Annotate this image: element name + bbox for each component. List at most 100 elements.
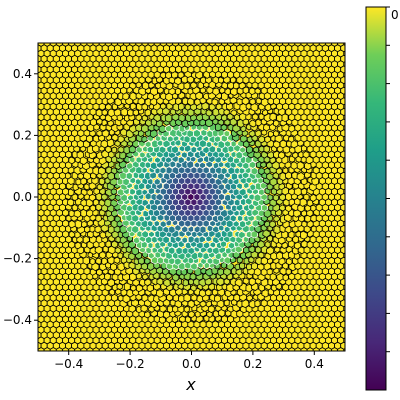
voronoi-cell [347, 257, 353, 264]
voronoi-cell [347, 278, 353, 285]
voronoi-cell [95, 257, 102, 265]
voronoi-cell [217, 268, 225, 276]
voronoi-cell [135, 156, 142, 164]
voronoi-cell [263, 145, 271, 153]
y-tick-label: −0.4 [3, 313, 32, 327]
voronoi-cell [38, 157, 39, 162]
x-tick-label: −0.2 [116, 357, 145, 371]
voronoi-cell [224, 193, 231, 202]
voronoi-cell [41, 353, 47, 360]
voronoi-cell [105, 166, 113, 175]
voronoi-cell [223, 130, 230, 138]
voronoi-cell [114, 246, 122, 254]
voronoi-cell [183, 305, 190, 313]
voronoi-cell [98, 177, 106, 186]
voronoi-cell [347, 162, 353, 169]
voronoi-cell [347, 332, 353, 339]
voronoi-cell [101, 108, 109, 116]
voronoi-cell [213, 294, 222, 303]
voronoi-cell [278, 204, 286, 212]
voronoi-cell [128, 240, 136, 249]
voronoi-cell [264, 241, 271, 249]
voronoi-cell [347, 55, 353, 62]
voronoi-cell [347, 204, 353, 211]
x-tick-label: 0.4 [305, 357, 324, 371]
voronoi-cell [205, 267, 213, 277]
voronoi-cell [38, 178, 39, 184]
voronoi-cell [143, 311, 151, 319]
voronoi-cell [347, 225, 353, 232]
voronoi-cell [233, 81, 240, 90]
voronoi-cell [347, 310, 353, 317]
voronoi-cell [38, 316, 39, 322]
voronoi-cell [347, 151, 353, 158]
voronoi-cell [135, 272, 143, 280]
voronoi-cell [347, 215, 353, 222]
voronoi-cell [95, 214, 102, 223]
voronoi-cell [145, 353, 151, 360]
voronoi-cell [266, 246, 275, 255]
voronoi-cell [310, 204, 317, 212]
voronoi-cell [35, 353, 41, 360]
voronoi-cell [29, 172, 35, 179]
voronoi-cell [218, 353, 224, 360]
voronoi-cell [90, 353, 96, 360]
voronoi-cell [81, 220, 88, 228]
voronoi-cell [147, 220, 154, 228]
voronoi-cell [236, 256, 243, 264]
voronoi-cell [190, 294, 198, 302]
voronoi-cell [211, 98, 219, 106]
voronoi-cell [38, 306, 39, 311]
voronoi-cell [29, 342, 35, 349]
voronoi-cell [29, 268, 35, 275]
voronoi-cell [29, 353, 35, 360]
voronoi-cell [38, 51, 39, 56]
voronoi-cell [163, 278, 171, 288]
voronoi-cell [38, 231, 39, 237]
voronoi-cell [199, 225, 207, 234]
voronoi-cell [38, 93, 39, 99]
voronoi-cell [127, 108, 134, 117]
voronoi-cell [347, 108, 353, 115]
voronoi-cell [237, 214, 244, 222]
voronoi-cell [287, 135, 295, 143]
voronoi-cell [29, 278, 35, 285]
voronoi-cell [269, 220, 277, 229]
voronoi-cell [111, 146, 118, 154]
x-axis: −0.4 −0.2 0.0 0.2 0.4 [54, 351, 324, 371]
voronoi-cell [114, 215, 121, 223]
voronoi-cell [168, 246, 176, 255]
voronoi-cell [290, 161, 298, 170]
voronoi-cell [212, 225, 220, 234]
voronoi-cell [111, 283, 119, 292]
voronoi-cell [208, 283, 215, 291]
voronoi-cell [207, 305, 215, 314]
voronoi-cell [38, 189, 39, 194]
voronoi-cell [38, 136, 39, 141]
voronoi-cell [234, 278, 243, 287]
voronoi-cell [286, 353, 292, 360]
voronoi-cell [347, 77, 353, 84]
voronoi-cell [292, 353, 298, 360]
voronoi-cell [29, 151, 35, 158]
voronoi-cell [155, 288, 164, 298]
voronoi-cell [168, 225, 176, 234]
voronoi-cell [234, 263, 241, 271]
voronoi-cell [183, 293, 192, 303]
voronoi-cell [96, 129, 103, 137]
voronoi-cell [38, 72, 39, 77]
voronoi-cell [227, 305, 234, 313]
voronoi-cell [29, 300, 35, 307]
voronoi-cell [177, 294, 185, 303]
colorbar-ticks [386, 6, 390, 353]
voronoi-cell [38, 348, 39, 351]
voronoi-cell [347, 66, 353, 73]
voronoi-cell [29, 236, 35, 243]
voronoi-cell [99, 251, 107, 260]
voronoi-cell [298, 353, 304, 360]
voronoi-cell [329, 353, 335, 360]
voronoi-cell [205, 141, 213, 149]
voronoi-cell [38, 295, 39, 301]
voronoi-cell [182, 279, 189, 287]
